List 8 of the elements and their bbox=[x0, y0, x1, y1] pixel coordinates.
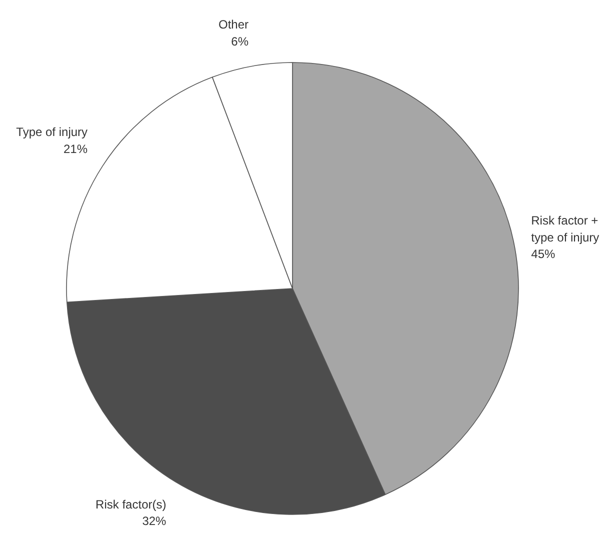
data-label: 45% bbox=[531, 247, 556, 262]
data-label: 21% bbox=[64, 142, 88, 156]
slice-label: Type of injury bbox=[16, 125, 88, 140]
slice-label: Risk factor(s) bbox=[96, 497, 166, 512]
slice-label: Other bbox=[218, 18, 249, 32]
data-label: 32% bbox=[142, 514, 167, 528]
data-label: 6% bbox=[231, 34, 249, 48]
slice-label: Risk factor + type of injury bbox=[531, 213, 600, 244]
